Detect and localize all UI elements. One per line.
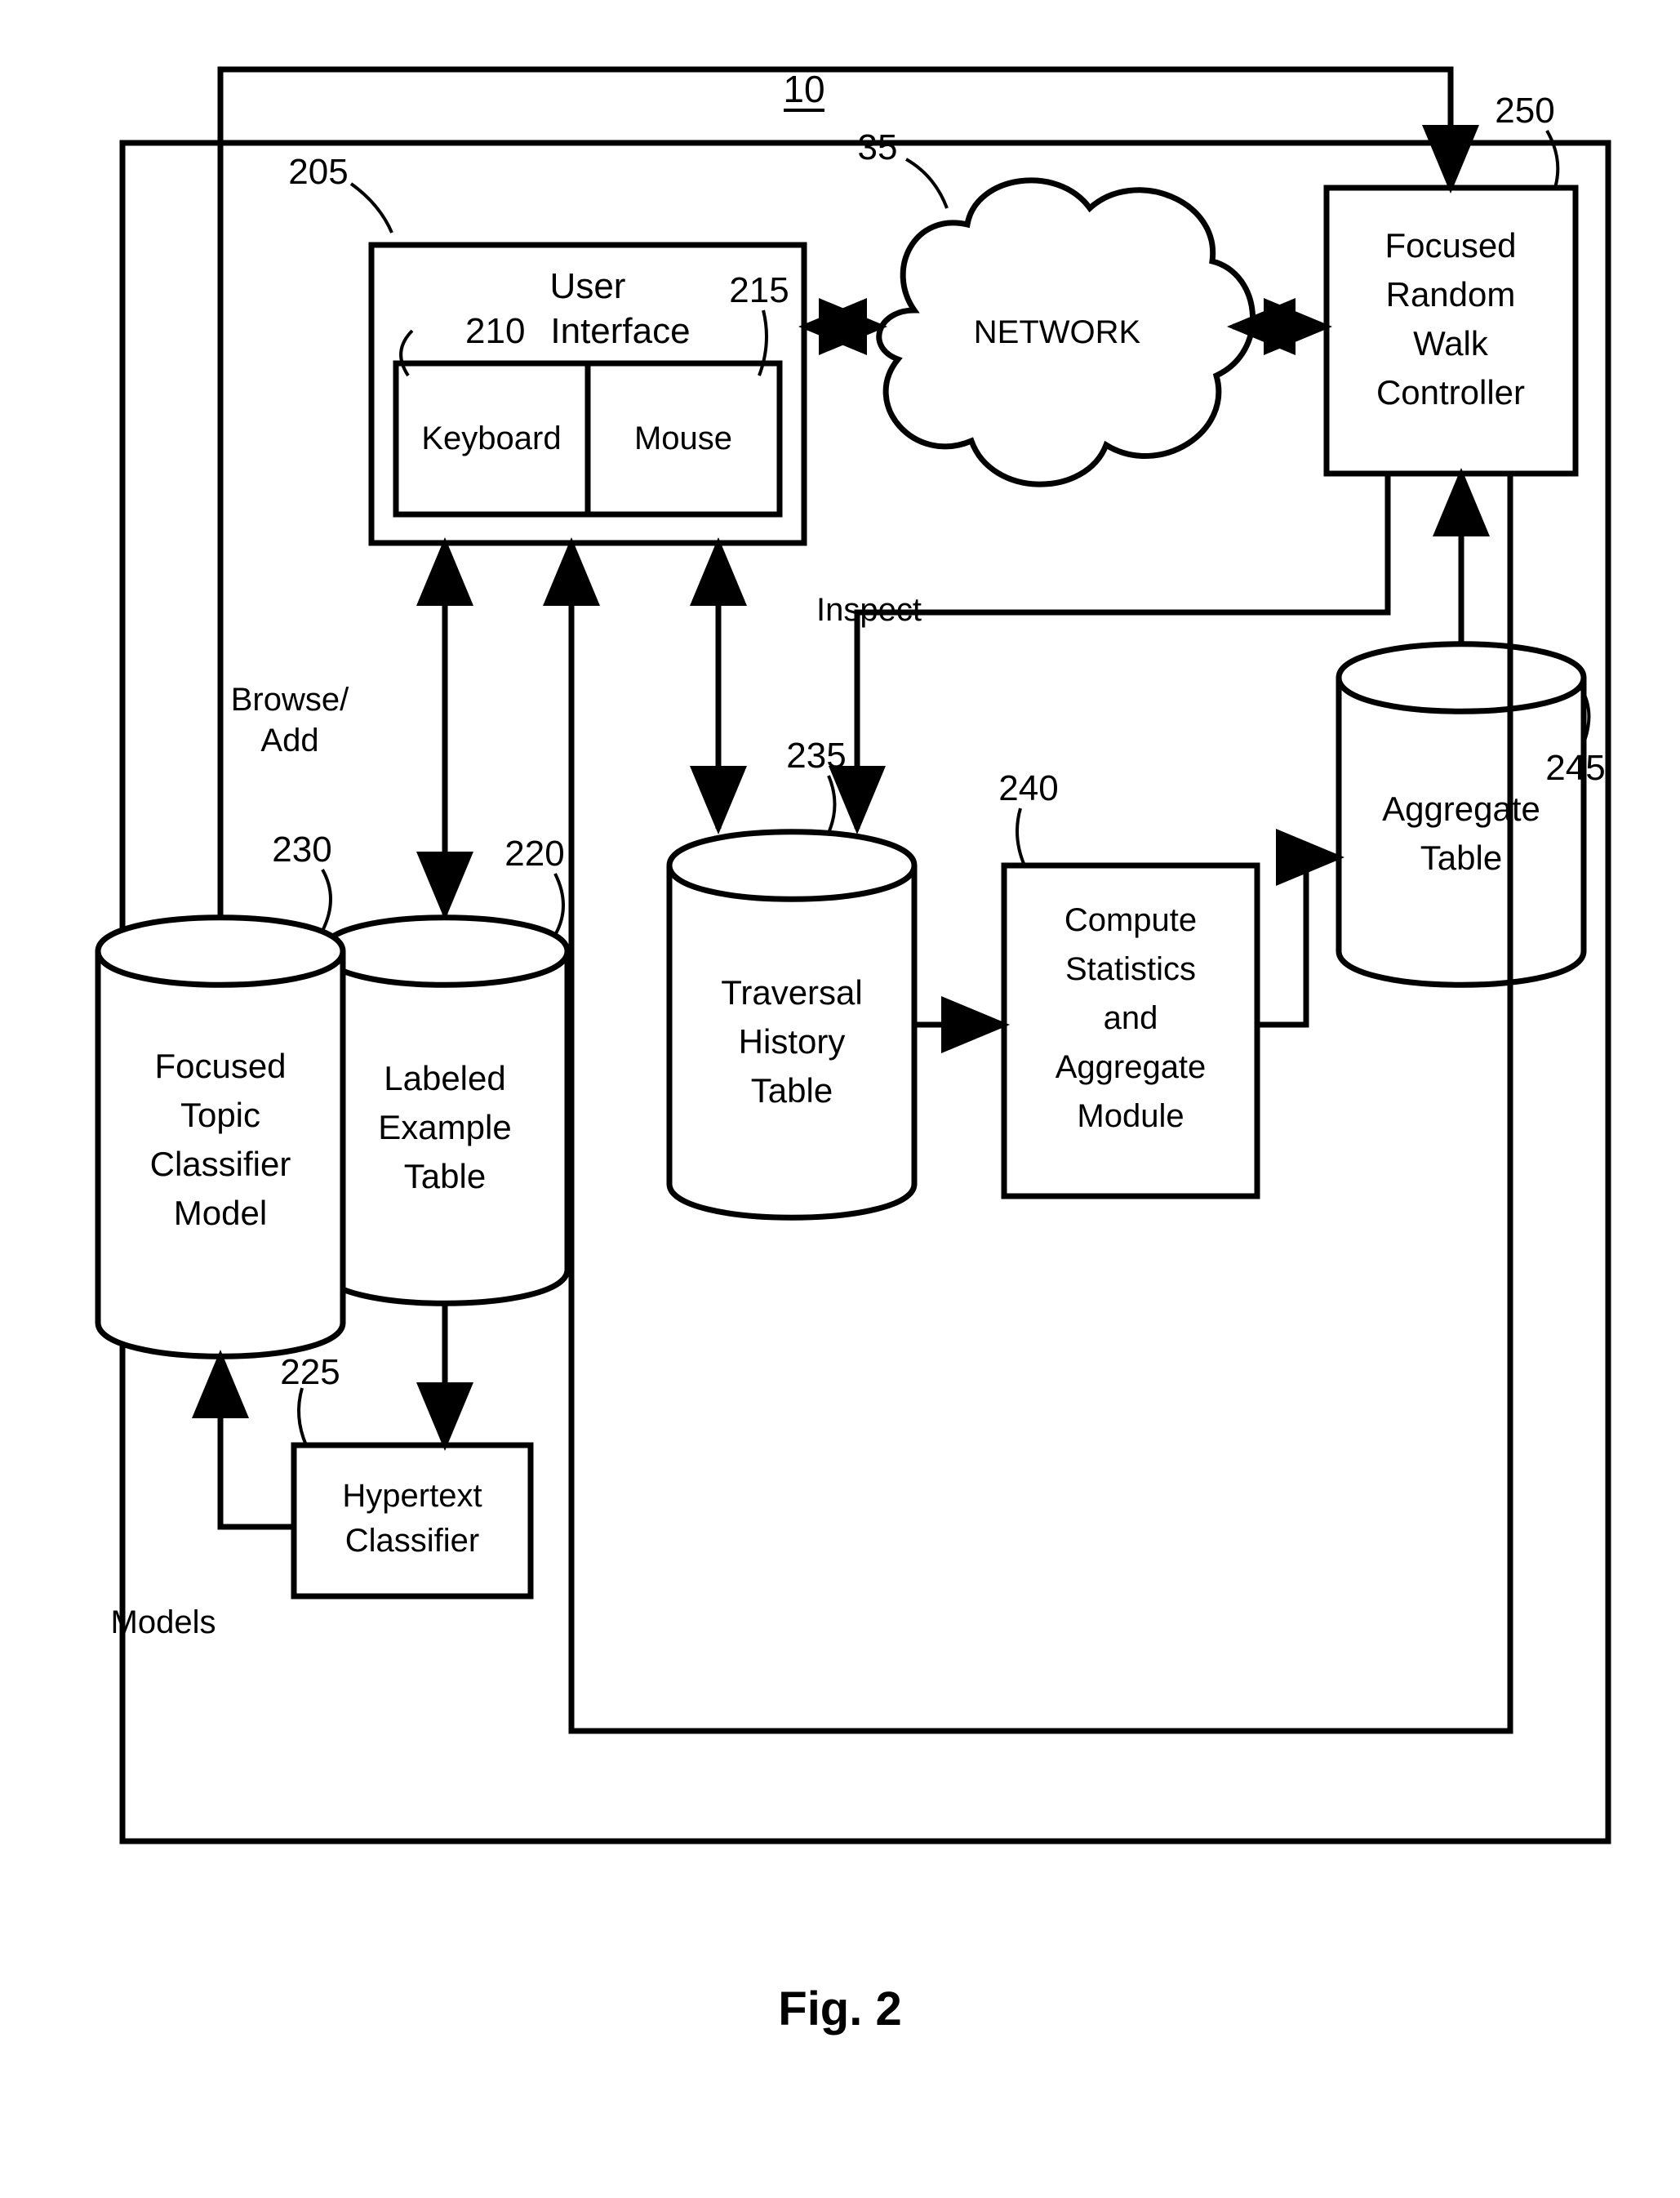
hc-l2: Classifier [345,1523,479,1559]
frwc-l3: Walk [1413,324,1489,363]
frwc-l1: Focused [1384,226,1516,265]
browse-add-label-1: Browse/ [231,682,349,718]
agg-l1: Aggregate [1382,790,1540,828]
trav-l3: Table [751,1071,833,1110]
hc-l1: Hypertext [342,1478,482,1514]
comp-l2: Statistics [1065,951,1196,987]
mouse-label: Mouse [634,420,732,456]
user-interface-title-top: User [550,266,626,306]
ref-240: 240 [998,768,1058,808]
fm-l4: Model [174,1194,267,1232]
figure-caption: Fig. 2 [778,1982,901,2036]
ref-235: 235 [786,736,846,776]
models-label: Models [111,1604,216,1640]
ref-250: 250 [1495,91,1554,131]
agg-l2: Table [1420,839,1502,877]
inspect-label: Inspect [816,592,922,628]
comp-l1: Compute [1064,902,1197,938]
labeled-l3: Table [404,1157,486,1195]
network-cloud: NETWORK 35 [858,127,1253,484]
ref-35: 35 [858,127,898,167]
ref-205: 205 [288,152,348,192]
ref-220: 220 [504,834,564,874]
aggregate-cylinder: Aggregate Table 245 [1339,644,1606,986]
ref-245: 245 [1545,748,1605,788]
keyboard-label: Keyboard [421,420,561,456]
fm-l2: Topic [180,1096,260,1134]
labeled-l2: Example [378,1108,511,1146]
labeled-l1: Labeled [384,1059,505,1097]
compute-box: Compute Statistics and Aggregate Module … [998,768,1257,1196]
ref-215: 215 [729,270,789,310]
user-interface-block: User 210 Interface Keyboard Mouse 205 21… [288,152,804,543]
comp-l5: Module [1077,1098,1184,1134]
user-interface-title-sub: Interface [550,311,690,351]
trav-l1: Traversal [721,973,862,1012]
system-id-label: 10 [783,68,824,110]
ref-230: 230 [272,830,331,870]
fm-l1: Focused [154,1047,286,1085]
fm-l3: Classifier [150,1145,291,1183]
traversal-cylinder: Traversal History Table 235 [669,736,914,1217]
frwc-l2: Random [1386,275,1516,314]
comp-l4: Aggregate [1056,1049,1207,1085]
browse-add-label-2: Add [260,723,318,759]
ref-225: 225 [280,1352,340,1392]
frwc-l4: Controller [1376,373,1525,412]
hypertext-classifier-box: Hypertext Classifier 225 [280,1352,531,1596]
trav-l2: History [739,1022,846,1061]
ref-210-label: 210 [465,311,525,351]
diagram-canvas: 10 User 210 Interface Keyboard Mouse 205… [0,0,1680,2198]
comp-l3: and [1104,1000,1158,1036]
network-label: NETWORK [974,314,1141,350]
